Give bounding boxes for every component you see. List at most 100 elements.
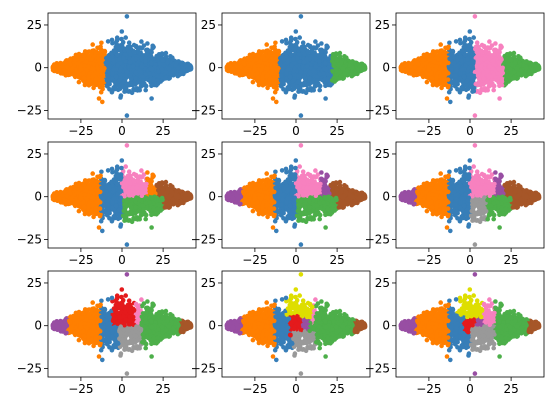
- scatter-point: [101, 67, 106, 72]
- scatter-point: [105, 73, 110, 78]
- scatter-point: [309, 80, 315, 85]
- scatter-point: [132, 82, 138, 87]
- scatter-point: [254, 75, 260, 80]
- scatter-point: [125, 45, 131, 50]
- scatter-point: [149, 83, 154, 89]
- scatter-point: [283, 89, 289, 95]
- scatter-point: [91, 48, 97, 53]
- scatter-point: [143, 58, 148, 64]
- scatter-point: [79, 57, 85, 62]
- scatter-point: [93, 76, 99, 82]
- scatter-point: [139, 64, 145, 69]
- scatter-point: [97, 60, 103, 66]
- scatter-point: [306, 82, 312, 87]
- scatter-point: [114, 35, 120, 40]
- scatter-point: [256, 79, 261, 84]
- scatter-point: [170, 55, 175, 60]
- scatter-point: [123, 73, 129, 79]
- y-tick-label: −25: [17, 103, 42, 117]
- scatter-point: [120, 84, 126, 90]
- scatter-point: [297, 59, 302, 64]
- scatter-point: [145, 48, 151, 54]
- scatter-point: [149, 60, 154, 66]
- scatter-point: [90, 42, 95, 47]
- scatter-point: [317, 87, 323, 93]
- scatter-point: [318, 52, 323, 58]
- scatter-point: [157, 61, 163, 66]
- scatter-point: [129, 90, 135, 96]
- scatter-point: [119, 29, 125, 34]
- scatter-point: [52, 65, 57, 71]
- scatter-point: [288, 52, 294, 58]
- scatter-point: [141, 43, 147, 48]
- scatter-point: [126, 40, 132, 45]
- scatter-point: [295, 55, 300, 61]
- scatter-point: [291, 56, 296, 62]
- scatter-point: [149, 66, 155, 72]
- scatter-point: [145, 41, 150, 46]
- scatter-point: [97, 77, 103, 82]
- scatter-point: [187, 66, 193, 71]
- scatter-point: [56, 67, 62, 72]
- scatter-point: [104, 83, 110, 89]
- scatter-point: [74, 73, 80, 78]
- scatter-point: [271, 60, 277, 66]
- scatter-point: [139, 39, 144, 44]
- scatter-point: [64, 72, 69, 78]
- scatter-point: [140, 74, 146, 79]
- scatter-point: [143, 83, 149, 89]
- scatter-point: [137, 68, 142, 74]
- scatter-point: [109, 37, 115, 43]
- scatter-point: [163, 54, 169, 60]
- scatter-point: [89, 51, 94, 57]
- scatter-point: [271, 84, 277, 90]
- scatter-point: [319, 41, 324, 46]
- scatter-point: [117, 68, 123, 74]
- scatter-point: [118, 93, 124, 98]
- scatter-points: [224, 14, 368, 118]
- scatter-point: [149, 96, 154, 101]
- scatter-point: [121, 55, 126, 61]
- scatter-point: [124, 113, 130, 118]
- scatter-point: [159, 66, 165, 72]
- scatter-point: [124, 14, 130, 19]
- scatter-point: [273, 40, 278, 46]
- scatter-point: [305, 49, 311, 55]
- scatter-point: [111, 58, 116, 64]
- scatter-point: [317, 83, 323, 89]
- scatter-point: [106, 80, 111, 85]
- scatter-point: [97, 45, 103, 51]
- scatter-point: [117, 56, 122, 62]
- scatter-point: [140, 82, 145, 87]
- scatter-point: [303, 90, 309, 96]
- scatter-point: [125, 81, 131, 87]
- scatter-point: [144, 52, 149, 58]
- scatter-point: [293, 29, 299, 34]
- scatter-point: [267, 76, 273, 82]
- scatter-point: [60, 64, 65, 69]
- scatter-point: [99, 56, 104, 62]
- scatter-point: [137, 87, 142, 93]
- scatter-point: [292, 93, 298, 98]
- scatter-point: [264, 42, 270, 47]
- scatter-point: [119, 36, 124, 42]
- scatter-point: [127, 60, 133, 65]
- x-tick-label: −25: [68, 124, 93, 138]
- scatter-point: [106, 68, 111, 73]
- scatter-point: [136, 46, 141, 52]
- scatter-point: [265, 85, 270, 91]
- scatter-point: [102, 52, 107, 57]
- scatter-point: [85, 64, 91, 69]
- scatter-point: [123, 35, 128, 40]
- scatter-point: [125, 69, 130, 75]
- scatter-point: [128, 51, 133, 57]
- scatter-point: [143, 72, 149, 77]
- scatter-point: [81, 75, 86, 80]
- scatter-point: [96, 69, 101, 74]
- scatter-point: [143, 87, 148, 93]
- scatter-point: [311, 87, 317, 93]
- scatter-point: [103, 60, 109, 66]
- scatter-point: [293, 36, 298, 42]
- scatter-point: [99, 40, 104, 46]
